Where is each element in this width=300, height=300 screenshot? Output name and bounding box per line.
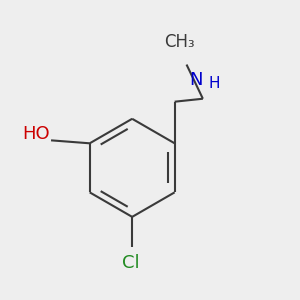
Text: N: N <box>189 71 203 89</box>
Text: HO: HO <box>22 125 50 143</box>
Text: CH₃: CH₃ <box>164 32 195 50</box>
Text: H: H <box>208 76 220 91</box>
Text: Cl: Cl <box>122 254 140 272</box>
